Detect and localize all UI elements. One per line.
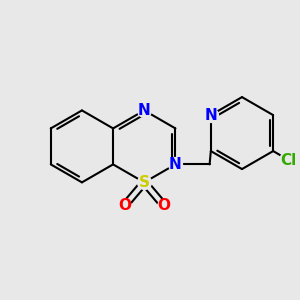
Text: Cl: Cl	[280, 153, 297, 168]
Text: O: O	[158, 198, 171, 213]
Text: N: N	[205, 108, 217, 123]
Text: N: N	[169, 157, 182, 172]
Text: N: N	[138, 103, 151, 118]
Text: O: O	[118, 198, 131, 213]
Text: S: S	[139, 175, 150, 190]
